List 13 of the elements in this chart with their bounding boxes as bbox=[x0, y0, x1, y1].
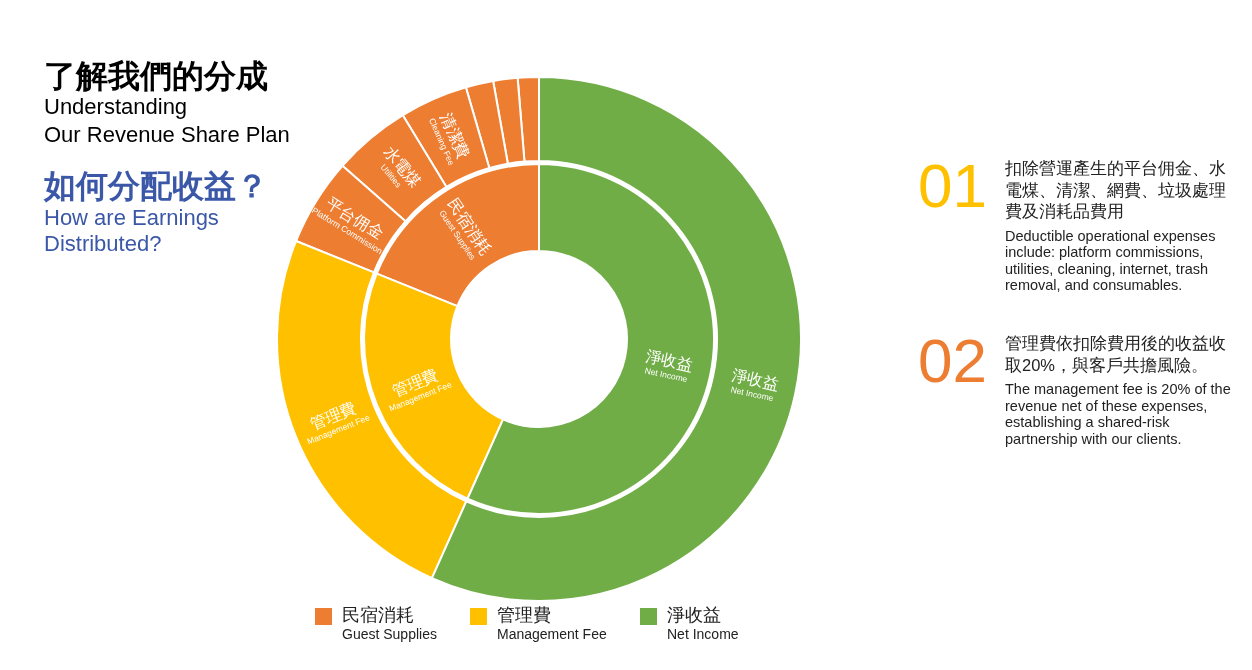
legend-label: 淨收益 Net Income bbox=[667, 605, 739, 643]
text: 如何分配收益？ How are Earnings Distributed? bbox=[43, 168, 268, 256]
text: The management fee is 20% of the revenue net of these expenses, establishing a shared-risk partnership with our clients. bbox=[1005, 381, 1231, 447]
text: 02 bbox=[918, 326, 988, 397]
text: Deductible operational expenses include: platform commissions, utilities, cleaning, internet, trash removal, and consumables. bbox=[1005, 227, 1217, 294]
text: 管理費依扣除費用後的收益收取20%，與客戶共擔風險。 bbox=[1005, 333, 1227, 376]
slice-label: 淨收益 Net Income bbox=[642, 347, 694, 386]
chart-title: 了解我們的分成 Understanding Our Revenue Share Plan bbox=[44, 58, 290, 147]
legend-label: 民宿消耗 Guest Supplies bbox=[342, 605, 437, 643]
text: 扣除營運產生的平台佣金、水電煤、清潔、網費、垃圾處理費及消耗品費用 bbox=[1005, 158, 1227, 222]
text: 01 bbox=[918, 151, 988, 222]
slice-label: 淨收益 Net Income bbox=[728, 366, 781, 404]
legend-label: 管理費 Management Fee bbox=[497, 605, 607, 643]
